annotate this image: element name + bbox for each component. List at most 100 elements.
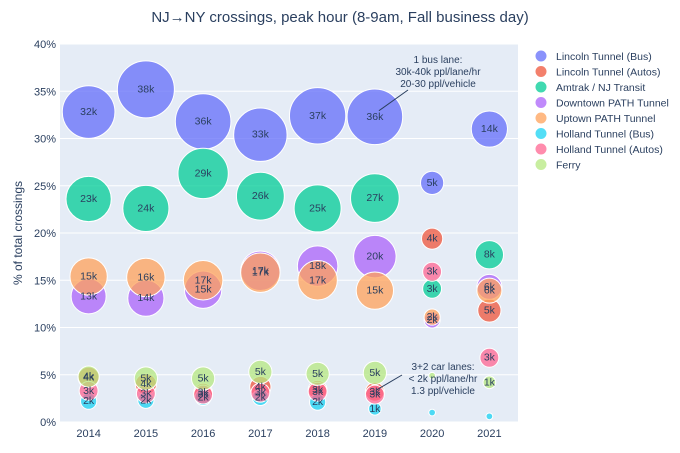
x-tick-label: 2018 bbox=[305, 428, 329, 440]
bubble-value-label: 4k bbox=[255, 381, 267, 393]
bubble-value-label: 4k bbox=[83, 372, 95, 384]
bubble-value-label: 2k bbox=[83, 395, 95, 407]
bubble-layer bbox=[61, 60, 508, 421]
legend-item-label[interactable]: Amtrak / NJ Transit bbox=[556, 82, 645, 94]
y-tick-label: 0% bbox=[40, 417, 56, 429]
annotation-text-line: 30k-40k ppl/lane/hr bbox=[395, 67, 481, 78]
bubble-value-label: 17k bbox=[309, 274, 327, 286]
legend-marker bbox=[534, 49, 548, 63]
bubble-value-label: 1k bbox=[369, 403, 381, 415]
bubble-marker bbox=[421, 227, 444, 250]
bubble-marker bbox=[191, 366, 216, 391]
bubble-marker bbox=[177, 147, 229, 200]
legend-item-label[interactable]: Downtown PATH Tunnel bbox=[556, 98, 669, 110]
legend-item-label[interactable]: Lincoln Tunnel (Bus) bbox=[556, 51, 652, 63]
legend-marker bbox=[534, 158, 548, 171]
x-tick-label: 2017 bbox=[248, 428, 272, 440]
bubble-marker bbox=[474, 240, 505, 270]
y-tick-label: 20% bbox=[34, 228, 56, 240]
bubble-value-label: 2k bbox=[140, 394, 152, 406]
bubble-marker bbox=[479, 347, 500, 368]
bubble-marker bbox=[69, 257, 108, 296]
x-tick-label: 2019 bbox=[363, 428, 387, 440]
bubble-value-label: 15k bbox=[366, 285, 384, 297]
legend[interactable]: Lincoln Tunnel (Bus) Lincoln Tunnel (Auto… bbox=[534, 49, 669, 172]
bubble-marker bbox=[305, 361, 330, 386]
x-tick-label: 2016 bbox=[191, 428, 215, 440]
bubble-marker bbox=[346, 88, 404, 146]
legend-item-label[interactable]: Uptown PATH Tunnel bbox=[556, 113, 655, 125]
annotation-arrow bbox=[378, 89, 409, 112]
legend-item-label[interactable]: Holland Tunnel (Autos) bbox=[556, 144, 663, 156]
x-tick-label: 2021 bbox=[477, 428, 501, 440]
legend-item-label[interactable]: Lincoln Tunnel (Autos) bbox=[556, 67, 660, 79]
bubble-marker bbox=[476, 277, 503, 304]
bubble-marker bbox=[248, 359, 273, 385]
y-tick-label: 35% bbox=[34, 86, 56, 98]
bubble-value-label: 33k bbox=[252, 129, 270, 141]
bubble-value-label: 23k bbox=[80, 193, 98, 205]
bubble-value-label: 5k bbox=[484, 304, 496, 316]
bubble-marker bbox=[65, 175, 112, 223]
legend-marker bbox=[534, 80, 548, 94]
bubble-value-label: 5k bbox=[427, 177, 439, 189]
chart-title: NJ→NY crossings, peak hour (8-9am, Fall … bbox=[151, 9, 528, 26]
bubble-value-label: 17k bbox=[252, 267, 270, 279]
bubble-value-label: 3k bbox=[484, 352, 496, 364]
bubble-value-label: 5k bbox=[312, 368, 324, 380]
bubble-value-label: 18k bbox=[309, 260, 327, 272]
bubble-marker bbox=[428, 408, 436, 417]
bubble-value-label: 3k bbox=[255, 387, 267, 399]
y-tick-label: 5% bbox=[40, 370, 56, 382]
bubble-value-label: 20k bbox=[366, 251, 384, 263]
legend-marker bbox=[534, 111, 548, 125]
bubble-value-label: 29k bbox=[195, 167, 213, 179]
y-tick-label: 40% bbox=[34, 39, 56, 51]
bubble-marker bbox=[485, 412, 494, 421]
legend-marker bbox=[534, 127, 548, 140]
bubble-value-label: 15k bbox=[80, 270, 98, 282]
bubble-value-label: 3k bbox=[198, 387, 210, 399]
legend-item-label[interactable]: Ferry bbox=[556, 160, 581, 172]
bubble-marker bbox=[182, 260, 224, 301]
bubble-value-label: 3k bbox=[312, 386, 324, 398]
bubble-value-label: 14k bbox=[481, 123, 499, 135]
bubble-marker bbox=[297, 260, 338, 301]
x-tick-label: 2015 bbox=[134, 428, 158, 440]
bubble-value-label: 1k bbox=[484, 376, 496, 388]
bubble-value-label: 3k bbox=[83, 385, 95, 397]
bubble-value-label: 16k bbox=[137, 271, 155, 283]
bubble-value-label: 13k bbox=[80, 290, 98, 302]
bubble-value-label: 5k bbox=[198, 373, 210, 385]
annotation-arrow bbox=[376, 374, 403, 391]
bubble-marker bbox=[470, 110, 508, 148]
bubble-value-label: 3k bbox=[427, 266, 439, 278]
legend-item-label[interactable]: Holland Tunnel (Bus) bbox=[556, 129, 654, 141]
bubble-value-label: 4k bbox=[140, 378, 152, 390]
annotation-text-line: 1.3 ppl/vehicle bbox=[411, 386, 475, 397]
bubble-value-label: 2k bbox=[427, 311, 439, 323]
bubble-marker bbox=[293, 184, 342, 233]
bubble-value-label: 24k bbox=[137, 202, 155, 214]
bubble-value-label: 36k bbox=[195, 115, 213, 127]
annotation-text-line: < 2k ppl/lane/hr bbox=[409, 374, 478, 385]
x-tick-labels: 2014 2015 2016 2017 2018 2019 2020 2021 bbox=[76, 428, 501, 440]
bubble-value-label: 8k bbox=[484, 249, 496, 261]
bubble-value-label: 27k bbox=[366, 192, 384, 204]
bubble-marker bbox=[350, 173, 400, 223]
bubble-value-label: 38k bbox=[137, 83, 155, 95]
y-tick-label: 15% bbox=[34, 275, 56, 287]
y-tick-labels: 0% 5% 10% 15% 20% 25% 30% 35% 40% bbox=[34, 39, 56, 429]
bubble-marker bbox=[422, 261, 443, 282]
y-tick-label: 25% bbox=[34, 181, 56, 193]
bubble-marker bbox=[77, 365, 100, 388]
bubble-value-label: 6k bbox=[484, 281, 496, 293]
bubble-marker bbox=[420, 170, 445, 196]
bubble-marker bbox=[233, 107, 288, 162]
bubble-value-label: 5k bbox=[255, 366, 267, 378]
legend-marker bbox=[534, 65, 548, 78]
bubble-marker bbox=[240, 252, 281, 293]
bubble-marker bbox=[122, 184, 170, 232]
